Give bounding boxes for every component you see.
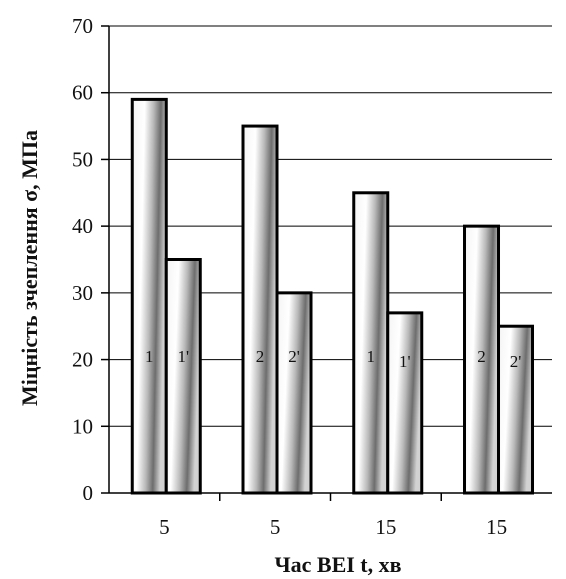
y-axis-title: Міцність зчеплення σ, МПа (17, 130, 42, 406)
x-tick-label: 15 (486, 515, 507, 539)
bar-label: 2 (477, 347, 486, 366)
bar-label: 1' (399, 352, 411, 371)
x-tick-label: 5 (159, 515, 170, 539)
bar (241, 124, 279, 495)
bar (497, 324, 535, 495)
bar-label: 2' (510, 352, 522, 371)
bar-label: 2 (256, 347, 265, 366)
y-tick-label: 50 (72, 147, 93, 171)
x-tick-label: 5 (270, 515, 281, 539)
bar (130, 97, 168, 495)
y-tick-label: 20 (72, 348, 93, 372)
x-tick-labels: 5 5 15 15 (159, 515, 507, 539)
y-tick-label: 70 (72, 14, 93, 38)
bar-label: 1 (145, 347, 154, 366)
bar (164, 258, 202, 495)
bar-label: 1 (367, 347, 376, 366)
axes (101, 25, 552, 501)
bar (386, 311, 424, 495)
bar-label: 2' (288, 347, 300, 366)
y-tick-label: 40 (72, 214, 93, 238)
y-tick-label: 30 (72, 281, 93, 305)
y-tick-label: 60 (72, 81, 93, 105)
bar (352, 191, 390, 495)
y-tick-label: 10 (72, 414, 93, 438)
y-tick-label: 0 (83, 481, 94, 505)
y-tick-labels: 0 10 20 30 40 50 60 70 (72, 14, 93, 505)
bar-label: 1' (177, 347, 189, 366)
bars: 1 1' 2 2' 1 1' 2 2' (130, 97, 535, 495)
bar (275, 291, 313, 495)
x-axis-title: Час ВЕІ t, хв (274, 552, 401, 577)
x-tick-label: 15 (375, 515, 396, 539)
